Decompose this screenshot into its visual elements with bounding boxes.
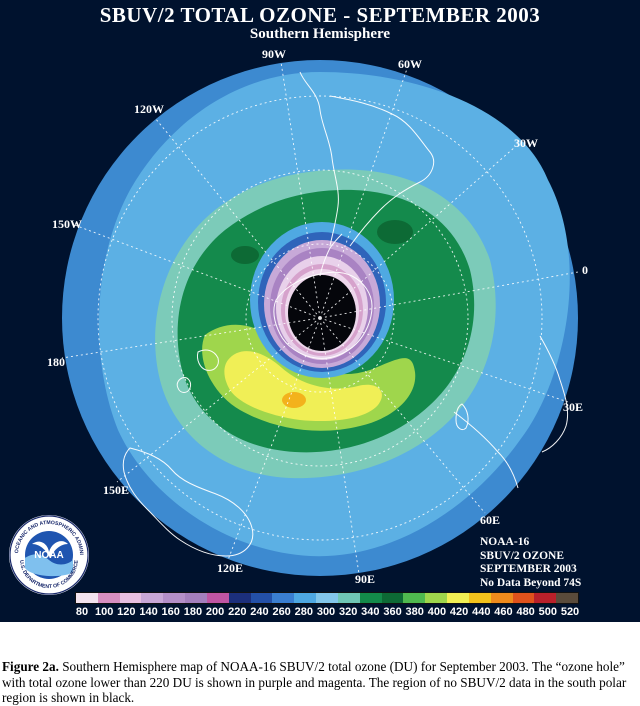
colorbar-swatch <box>359 593 382 603</box>
colorbar-swatch <box>316 593 338 603</box>
longitude-label-120w: 120W <box>134 102 164 116</box>
colorbar <box>75 592 579 604</box>
info-line: NOAA-16 <box>480 536 530 548</box>
colorbar-swatch <box>381 593 404 603</box>
colorbar-tick-label: 280 <box>294 606 313 618</box>
colorbar-tick-label: 320 <box>338 606 358 618</box>
colorbar-swatch <box>185 593 207 603</box>
caption-text: Southern Hemisphere map of NOAA-16 SBUV/… <box>2 659 627 705</box>
colorbar-swatch <box>490 593 513 603</box>
colorbar-swatch <box>97 593 120 603</box>
colorbar-swatch <box>468 593 491 603</box>
colorbar-tick-label: 460 <box>494 606 513 618</box>
colorbar-swatch <box>119 593 142 603</box>
longitude-label-90e: 90E <box>355 572 376 586</box>
colorbar-swatch <box>250 593 273 603</box>
africa-coast <box>539 335 569 453</box>
map-subtitle: Southern Hemisphere <box>249 26 391 42</box>
longitude-label-150w: 150W <box>52 217 82 231</box>
colorbar-swatch <box>556 593 579 603</box>
longitude-label-150e: 150E <box>103 483 130 497</box>
colorbar-swatch <box>294 593 317 603</box>
colorbar-tick-label: 420 <box>449 606 469 618</box>
madagascar-coast <box>455 403 469 431</box>
logo-center-text: NOAA <box>34 550 63 561</box>
colorbar-swatch <box>425 593 448 603</box>
map-title: SBUV/2 TOTAL OZONE - SEPTEMBER 2003 <box>99 3 541 27</box>
ozone-400-420-band <box>224 351 382 422</box>
longitude-label-180: 180 <box>47 355 65 369</box>
coastlines <box>122 71 569 557</box>
ozone-420-440-max <box>282 392 306 408</box>
colorbar-swatch <box>76 593 98 603</box>
longitude-label-90w: 90W <box>262 47 286 61</box>
longitude-label-60e: 60E <box>480 513 501 527</box>
colorbar-ticks: 80 100 120 140 160 180 200 220 240 260 280 300 320 34… <box>62 606 590 620</box>
colorbar-tick-label: 340 <box>361 606 380 618</box>
colorbar-swatch <box>447 593 469 603</box>
ozone-360-380-patch <box>231 246 259 264</box>
colorbar-tick-label: 400 <box>427 606 447 618</box>
colorbar-tick-label: 500 <box>538 606 557 618</box>
colorbar-swatch <box>512 593 535 603</box>
colorbar-tick-label: 240 <box>250 606 269 618</box>
colorbar-tick-label: 140 <box>139 606 158 618</box>
graticule <box>61 61 579 575</box>
longitude-label-0: 0 <box>582 263 588 277</box>
noaa-logo: NATIONAL OCEANIC AND ATMOSPHERIC ADMINIS… <box>8 514 89 595</box>
colorbar-swatch <box>163 593 186 603</box>
colorbar-swatch <box>403 593 426 603</box>
colorbar-tick-label: 440 <box>472 606 491 618</box>
info-line: SEPTEMBER 2003 <box>480 563 577 575</box>
colorbar-tick-label: 200 <box>205 606 225 618</box>
info-line: No Data Beyond 74S <box>480 576 582 589</box>
new-zealand-coast <box>197 349 219 371</box>
colorbar-tick-label: 480 <box>516 606 535 618</box>
ozone-map <box>61 60 579 576</box>
colorbar-tick-label: 80 <box>75 606 89 618</box>
south-america-coast <box>299 71 339 247</box>
colorbar-tick-label: 380 <box>405 606 424 618</box>
colorbar-swatch <box>206 593 229 603</box>
info-line: SBUV/2 OZONE <box>480 549 565 562</box>
longitude-label-60w: 60W <box>398 57 422 71</box>
colorbar-tick-label: 220 <box>228 606 247 618</box>
longitude-label-30w: 30W <box>514 136 538 150</box>
australia-coast <box>122 447 254 557</box>
colorbar-tick-label: 520 <box>560 606 580 618</box>
colorbar-tick-label: 120 <box>117 606 136 618</box>
map-info-block: NOAA-16 SBUV/2 OZONE SEPTEMBER 2003 No D… <box>480 536 581 590</box>
colorbar-tick-label: 180 <box>183 606 203 618</box>
ozone-360-380-patch <box>377 220 413 244</box>
figure-caption: Figure 2a. Southern Hemisphere map of NO… <box>2 659 638 706</box>
colorbar-tick-label: 300 <box>316 606 336 618</box>
antarctic-peninsula <box>319 233 343 277</box>
colorbar-tick-label: 100 <box>94 606 114 618</box>
colorbar-tick-label: 260 <box>272 606 291 618</box>
longitude-label-30e: 30E <box>563 400 584 414</box>
colorbar-swatch <box>272 593 295 603</box>
new-zealand-coast <box>176 377 191 393</box>
colorbar-swatch <box>228 593 251 603</box>
antarctica-coast <box>273 271 373 359</box>
caption-label: Figure 2a. <box>2 659 59 674</box>
colorbar-swatch <box>141 593 164 603</box>
colorbar-tick-label: 160 <box>161 606 180 618</box>
colorbar-tick-label: 360 <box>383 606 402 618</box>
longitude-label-120e: 120E <box>217 561 244 575</box>
south-america-coast <box>329 95 435 247</box>
colorbar-swatch <box>534 593 557 603</box>
colorbar-swatch <box>337 593 360 603</box>
